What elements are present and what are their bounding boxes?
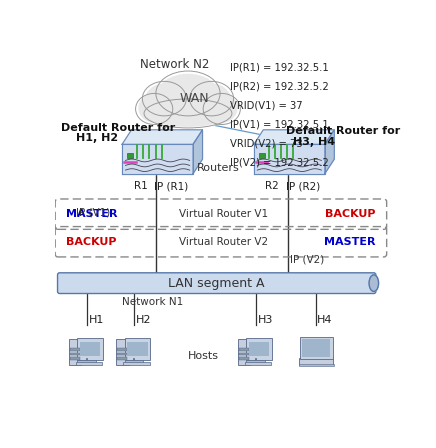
- Polygon shape: [325, 130, 334, 174]
- Text: H3: H3: [258, 314, 273, 324]
- Text: H3, H4: H3, H4: [293, 137, 335, 147]
- Ellipse shape: [190, 84, 230, 116]
- Bar: [70, 353, 80, 355]
- FancyBboxPatch shape: [116, 339, 129, 365]
- Ellipse shape: [144, 99, 232, 128]
- Text: R1: R1: [134, 181, 147, 191]
- Bar: [80, 342, 100, 356]
- Text: Default Router for: Default Router for: [61, 123, 176, 133]
- Text: Virtual Router V2: Virtual Router V2: [179, 237, 268, 247]
- FancyBboxPatch shape: [299, 358, 334, 365]
- Bar: [245, 362, 271, 365]
- Bar: [77, 360, 96, 363]
- Text: MASTER: MASTER: [324, 237, 375, 247]
- Text: IP (R2): IP (R2): [286, 181, 320, 191]
- Bar: [302, 340, 330, 357]
- Ellipse shape: [142, 82, 186, 116]
- Bar: [76, 362, 102, 365]
- Bar: [239, 348, 249, 351]
- Text: Network N2: Network N2: [140, 58, 209, 71]
- Ellipse shape: [156, 71, 220, 116]
- Polygon shape: [193, 130, 202, 174]
- Ellipse shape: [136, 94, 173, 125]
- Bar: [249, 342, 269, 356]
- Text: Default Router for: Default Router for: [286, 126, 400, 136]
- Text: H1: H1: [89, 314, 105, 324]
- Bar: [239, 357, 249, 360]
- Bar: [299, 364, 334, 366]
- Text: MASTER: MASTER: [66, 209, 118, 219]
- Polygon shape: [254, 144, 325, 174]
- Bar: [259, 152, 265, 158]
- Bar: [70, 357, 80, 360]
- FancyBboxPatch shape: [68, 339, 82, 365]
- Bar: [239, 353, 249, 355]
- Text: IP(R1) = 192.32.5.1: IP(R1) = 192.32.5.1: [230, 62, 329, 73]
- Bar: [127, 152, 133, 158]
- FancyBboxPatch shape: [58, 273, 376, 293]
- Bar: [117, 357, 127, 360]
- Text: Network N1: Network N1: [122, 297, 183, 307]
- Polygon shape: [254, 130, 334, 144]
- FancyBboxPatch shape: [125, 338, 150, 360]
- Bar: [123, 362, 150, 365]
- Ellipse shape: [146, 84, 186, 116]
- FancyBboxPatch shape: [300, 337, 333, 359]
- Polygon shape: [122, 144, 193, 174]
- Polygon shape: [122, 130, 202, 144]
- Text: IP (V1): IP (V1): [76, 207, 111, 217]
- Text: Hosts: Hosts: [187, 351, 219, 361]
- Bar: [70, 348, 80, 351]
- Text: R2: R2: [266, 181, 279, 191]
- Bar: [246, 360, 265, 363]
- FancyBboxPatch shape: [238, 339, 250, 365]
- Ellipse shape: [157, 74, 218, 116]
- Text: IP(V1) = 192.32.5.1: IP(V1) = 192.32.5.1: [230, 119, 329, 129]
- Bar: [117, 353, 127, 355]
- Text: IP (R1): IP (R1): [154, 181, 188, 191]
- Text: VRID(V2) = 73: VRID(V2) = 73: [230, 138, 303, 148]
- Ellipse shape: [190, 82, 234, 116]
- Bar: [125, 360, 143, 363]
- Text: Virtual Router V1: Virtual Router V1: [179, 209, 268, 219]
- Bar: [127, 342, 147, 356]
- FancyBboxPatch shape: [78, 338, 103, 360]
- Text: BACKUP: BACKUP: [325, 209, 375, 219]
- Bar: [117, 348, 127, 351]
- Text: H2: H2: [136, 314, 152, 324]
- Text: H4: H4: [317, 314, 333, 324]
- Text: IP(R2) = 192.32.5.2: IP(R2) = 192.32.5.2: [230, 82, 329, 91]
- Text: LAN segment A: LAN segment A: [168, 277, 265, 290]
- Text: Routers: Routers: [197, 163, 240, 172]
- Ellipse shape: [203, 94, 237, 122]
- Text: BACKUP: BACKUP: [66, 237, 117, 247]
- Text: VRID(V1) = 37: VRID(V1) = 37: [230, 100, 303, 110]
- Text: IP (V2): IP (V2): [290, 255, 325, 265]
- FancyBboxPatch shape: [246, 338, 272, 360]
- Text: IP(V2) = 192.32.5.2: IP(V2) = 192.32.5.2: [230, 157, 329, 167]
- Ellipse shape: [139, 94, 173, 122]
- Ellipse shape: [146, 99, 230, 126]
- Text: H1, H2: H1, H2: [76, 133, 119, 143]
- Ellipse shape: [203, 94, 240, 125]
- Text: WAN: WAN: [180, 92, 210, 105]
- Ellipse shape: [369, 275, 378, 292]
